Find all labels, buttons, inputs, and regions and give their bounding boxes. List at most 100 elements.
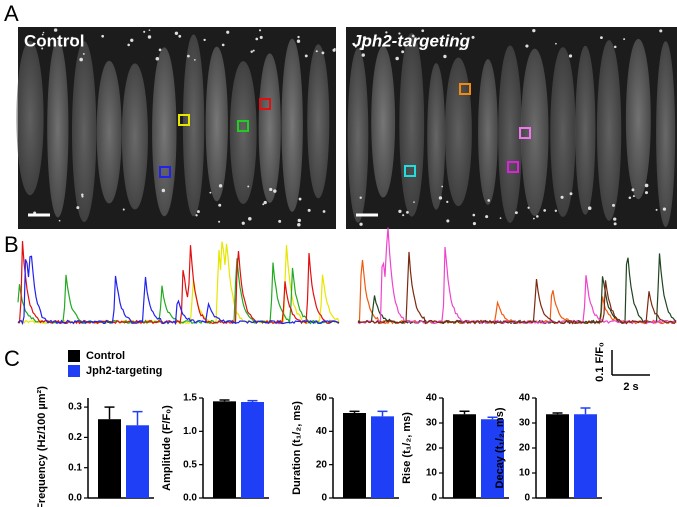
speckle: [258, 29, 262, 32]
cell: [478, 59, 498, 205]
speckle: [413, 201, 415, 203]
y-tick-label: 10: [426, 468, 438, 479]
bar: [98, 419, 121, 498]
bar: [371, 416, 394, 498]
bar: [481, 419, 504, 498]
scale-label: 2 s: [623, 381, 638, 393]
speckle: [221, 43, 225, 47]
speckle: [322, 210, 326, 213]
speckle: [148, 29, 151, 31]
y-tick-label: 10: [519, 468, 531, 479]
bar: [126, 425, 149, 498]
panel-label: B: [4, 232, 19, 257]
speckle: [143, 30, 146, 33]
speckle: [187, 54, 190, 58]
cell: [16, 40, 44, 196]
speckle: [269, 187, 273, 192]
speckle: [158, 48, 162, 52]
y-axis-label: Decay (t₁/₂, ms): [494, 407, 506, 488]
cell: [550, 47, 576, 217]
speckle: [472, 213, 476, 217]
speckle: [273, 189, 277, 193]
speckle: [398, 209, 402, 213]
speckle: [421, 29, 425, 33]
speckle: [554, 209, 558, 212]
speckle: [79, 57, 83, 62]
y-tick-label: 0.0: [68, 493, 82, 504]
y-tick-label: 40: [316, 426, 328, 437]
speckle: [362, 36, 367, 40]
speckle: [248, 217, 252, 221]
speckle: [532, 29, 536, 33]
speckle: [536, 215, 539, 218]
y-axis-label: Frequency (Hz/100 µm²): [36, 386, 48, 507]
speckle: [361, 53, 365, 57]
speckle: [127, 43, 130, 47]
roi-markers: [159, 83, 531, 178]
speckle: [438, 196, 443, 200]
bar: [453, 414, 476, 498]
speckle: [304, 54, 308, 58]
speckle: [147, 35, 152, 39]
speckle: [70, 36, 74, 40]
speckle: [425, 42, 427, 44]
cell: [656, 41, 676, 228]
speckle: [178, 34, 182, 38]
cell: [575, 45, 596, 215]
speckle: [218, 184, 223, 188]
speckle: [613, 45, 617, 49]
speckle: [532, 217, 535, 220]
speckle: [587, 206, 592, 210]
speckle: [446, 200, 449, 204]
speckle: [499, 217, 502, 219]
calcium-trace: [17, 255, 340, 326]
calcium-trace: [357, 259, 677, 325]
y-axis-label: Rise (t₁/₂, ms): [401, 412, 413, 484]
speckle: [655, 208, 658, 211]
speckle: [662, 207, 667, 211]
speckle: [600, 36, 603, 40]
cell: [71, 41, 97, 223]
speckle: [514, 211, 518, 215]
y-tick-label: 0: [524, 493, 530, 504]
speckle: [307, 208, 311, 212]
speckle: [472, 222, 477, 226]
speckle: [632, 195, 635, 198]
speckle: [395, 56, 399, 61]
cell: [625, 38, 651, 200]
speckle: [259, 35, 263, 39]
cell: [347, 48, 369, 223]
legend-swatch: [68, 365, 80, 377]
bar: [574, 414, 597, 498]
cell: [498, 45, 523, 224]
y-tick-label: 30: [426, 418, 438, 429]
speckle: [525, 44, 529, 48]
cell: [229, 61, 257, 205]
scale-label: 0.1 F/F₀: [594, 342, 606, 382]
calcium-trace: [357, 227, 677, 325]
y-tick-label: 0: [431, 493, 437, 504]
y-tick-label: 0.3: [68, 402, 82, 413]
speckle: [555, 42, 557, 45]
cell: [371, 45, 396, 198]
y-tick-label: 0: [321, 493, 327, 504]
panel-label: A: [4, 1, 19, 26]
speckle: [250, 50, 253, 53]
speckle: [241, 221, 245, 225]
speckle: [155, 56, 160, 61]
y-tick-label: 0.0: [183, 493, 197, 504]
speckle: [359, 47, 362, 51]
cell: [205, 46, 228, 202]
speckle: [262, 203, 265, 206]
speckle: [101, 34, 105, 38]
speckle: [613, 222, 617, 226]
speckle: [446, 219, 450, 223]
speckle: [82, 53, 85, 55]
speckle: [612, 203, 616, 207]
cell: [444, 57, 472, 207]
y-tick-label: 0.1: [68, 462, 82, 473]
speckle: [53, 28, 58, 32]
speckle: [315, 50, 318, 53]
speckle: [203, 38, 206, 42]
speckle: [359, 196, 362, 199]
